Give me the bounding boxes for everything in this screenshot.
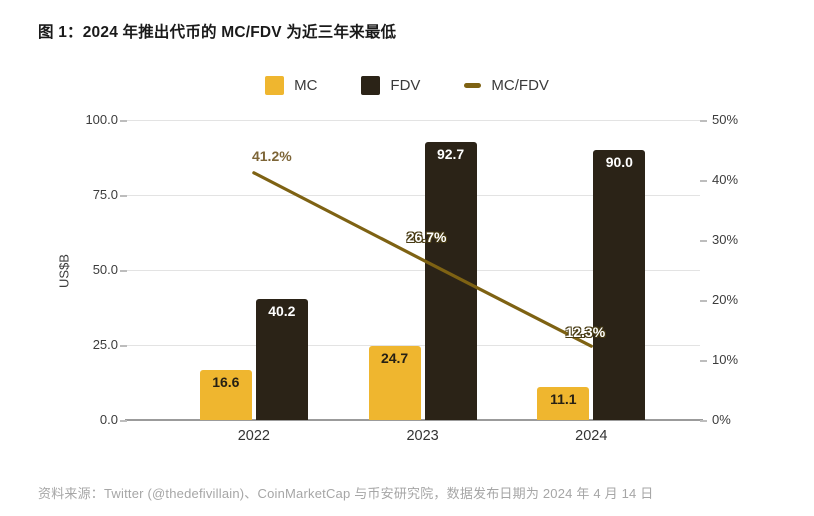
legend-label-mc: MC [294, 77, 318, 94]
left-axis-tick-label: 50.0 [92, 262, 118, 277]
line-point-label: 12.3% [565, 324, 606, 341]
mc-swatch-icon [265, 76, 285, 95]
bar-value-label: 24.7 [380, 349, 409, 366]
legend-label-fdv: FDV [390, 77, 421, 94]
right-axis-tick-label: 20% [712, 292, 739, 307]
bar-value-label: 11.1 [550, 390, 577, 407]
right-axis-tick-label: 30% [712, 232, 739, 247]
x-axis-label-2023: 2023 [406, 428, 439, 444]
left-axis-tick-label: 100.0 [85, 112, 118, 127]
right-axis-tick [700, 120, 707, 122]
bar-value-label: 90.0 [605, 154, 633, 170]
x-axis-label-2022: 2022 [237, 428, 270, 444]
fdv-swatch-icon [361, 76, 381, 95]
right-axis-tick-label: 10% [712, 352, 739, 367]
source-note: 资料来源：Twitter (@thedefivillain)、CoinMarke… [38, 486, 654, 501]
legend-label-mcfdv: MC/FDV [491, 77, 549, 94]
x-axis-line [125, 419, 703, 421]
left-axis-tick-label: 75.0 [92, 187, 118, 202]
bar-mc-2022: 16.6 [199, 370, 252, 420]
right-axis-tick [700, 360, 707, 362]
line-point-label: 41.2% [251, 147, 292, 164]
bar-fdv-2024: 90.0 [593, 150, 646, 420]
legend-item-mcfdv: MC/FDV [464, 77, 549, 94]
left-axis-tick [120, 270, 127, 272]
left-axis-tick-label: 25.0 [92, 337, 118, 352]
bar-value-label: 92.7 [436, 145, 465, 162]
legend-item-mc: MC [265, 76, 317, 95]
left-axis-tick [120, 120, 127, 122]
left-axis-tick [120, 420, 127, 422]
x-axis-label-2024: 2024 [575, 428, 608, 444]
bar-mc-2024: 11.1 [537, 386, 590, 420]
right-axis-tick [700, 420, 707, 422]
right-axis-tick [700, 300, 707, 302]
right-axis-tick [700, 180, 707, 182]
right-axis-tick-label: 50% [712, 112, 739, 127]
line-point-label: 26.7% [406, 228, 447, 245]
bar-value-label: 40.2 [268, 303, 296, 320]
left-axis-tick-label: 0.0 [99, 412, 118, 427]
bar-fdv-2022: 40.2 [255, 299, 308, 420]
bar-value-label: 16.6 [212, 374, 240, 391]
gridline [126, 120, 700, 121]
bar-mc-2023: 24.7 [368, 345, 421, 420]
mcfdv-line-swatch-icon [464, 83, 482, 88]
left-axis-tick [120, 195, 127, 197]
figure-title: 图 1：2024 年推出代币的 MC/FDV 为近三年来最低 [38, 24, 397, 41]
legend-item-fdv: FDV [361, 76, 420, 95]
right-axis-tick [700, 240, 707, 242]
right-axis-tick-label: 0% [712, 412, 731, 427]
left-axis-tick [120, 345, 127, 347]
chart-legend: MC FDV MC/FDV [0, 76, 814, 95]
bar-fdv-2023: 92.7 [424, 141, 477, 420]
right-axis-tick-label: 40% [712, 172, 739, 187]
